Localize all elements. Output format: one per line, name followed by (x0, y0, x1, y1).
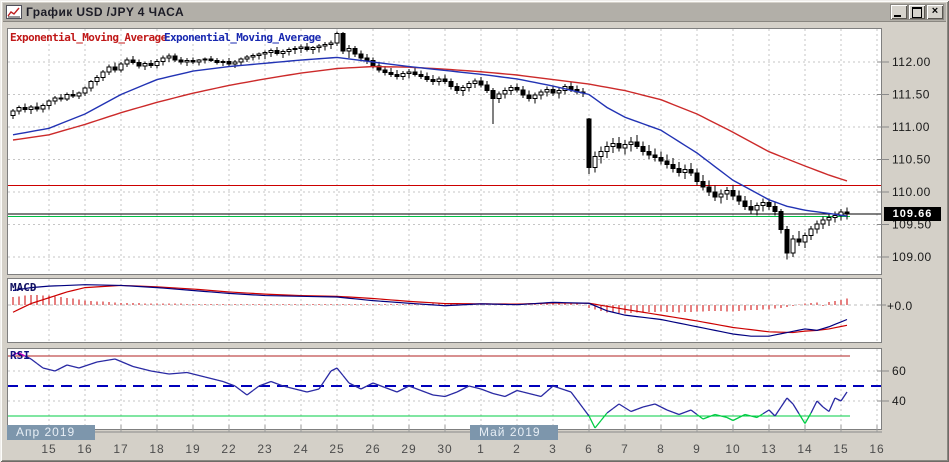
date-label: 16 (869, 442, 884, 456)
price-tick-label: 111.00 (892, 120, 930, 134)
macd-panel[interactable] (7, 278, 882, 343)
rsi-panel[interactable] (7, 348, 882, 430)
minimize-icon (894, 15, 901, 17)
date-label: 30 (437, 442, 452, 456)
date-label: 3 (549, 442, 557, 456)
maximize-button[interactable] (909, 5, 925, 19)
date-label: 23 (257, 442, 272, 456)
date-label: 1 (477, 442, 485, 456)
ema-fast-label: Exponential_Moving_Average (164, 31, 321, 44)
macd-zero-tick-label: +0.0 (887, 299, 913, 313)
date-label: 15 (833, 442, 848, 456)
date-label: 25 (329, 442, 344, 456)
date-label: 15 (41, 442, 56, 456)
price-tick-label: 112.00 (892, 55, 931, 69)
rsi-tick-label: 40 (892, 394, 906, 408)
title-bar[interactable]: График USD /JPY 4 ЧАСА × (3, 3, 946, 22)
date-label: 2 (513, 442, 521, 456)
price-tick-label: 111.50 (892, 88, 930, 102)
price-tick-label: 110.50 (892, 153, 931, 167)
macd-indicator-label: MACD (10, 281, 37, 294)
date-label: 24 (293, 442, 308, 456)
date-label: 10 (725, 442, 740, 456)
date-label: 26 (365, 442, 380, 456)
price-panel[interactable] (7, 28, 882, 275)
date-label: 6 (585, 442, 593, 456)
close-icon: × (931, 5, 939, 17)
month-badge-may: Май 2019 (470, 425, 558, 440)
date-label: 17 (113, 442, 128, 456)
window-title: График USD /JPY 4 ЧАСА (26, 5, 185, 19)
minimize-button[interactable] (891, 5, 907, 19)
date-label: 14 (797, 442, 812, 456)
close-button[interactable]: × (927, 5, 943, 19)
date-label: 19 (185, 442, 200, 456)
price-tick-label: 109.50 (892, 218, 932, 232)
maximize-icon (912, 7, 922, 18)
date-label: 29 (401, 442, 416, 456)
date-label: 9 (693, 442, 701, 456)
month-badge-april: Апр 2019 (7, 425, 95, 440)
date-label: 22 (221, 442, 236, 456)
date-label: 16 (77, 442, 92, 456)
time-axis: 15 16 17 18 19 22 23 24 25 26 29 30 1 2 3 6 7 8 9 10 13 14 15 1… (7, 425, 884, 456)
date-label: 8 (657, 442, 665, 456)
price-tick-label: 109.00 (892, 250, 932, 264)
ema-slow-label: Exponential_Moving_Average (10, 31, 167, 44)
price-tick-label: 110.00 (892, 185, 931, 199)
price-axis: 112.00 111.50 111.00 110.50 110.00 109.50 109.… (877, 55, 932, 408)
chart-app-icon (6, 5, 22, 19)
chart-area: 15 16 17 18 19 22 23 24 25 26 29 30 1 2 3 6 7 8 9 10 13 14 15 1… (0, 22, 949, 462)
rsi-indicator-label: RSI (10, 349, 30, 362)
date-label: 7 (621, 442, 629, 456)
current-price-box: 109.66 (884, 207, 941, 221)
rsi-tick-label: 60 (892, 364, 906, 378)
date-label: 18 (149, 442, 164, 456)
date-label: 13 (761, 442, 776, 456)
